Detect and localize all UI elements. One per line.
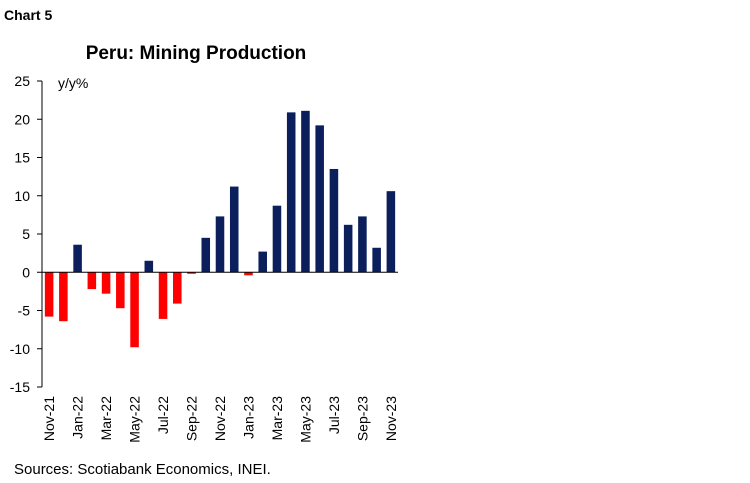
x-tick-label: Mar-22 (98, 396, 114, 441)
bar (329, 168, 339, 273)
y-tick-label: 15 (14, 150, 30, 166)
x-tick-label: Nov-22 (212, 396, 228, 441)
bar (59, 272, 68, 322)
y-tick-label: 0 (22, 264, 30, 280)
bar (244, 272, 253, 276)
x-tick-label: Sep-22 (184, 396, 200, 441)
x-tick-label: May-23 (297, 396, 313, 443)
bar (315, 125, 324, 273)
y-tick-label: -10 (10, 341, 30, 357)
x-tick-label: May-22 (127, 396, 143, 443)
bar (73, 244, 82, 273)
bar (201, 237, 211, 273)
y-tick-label: -5 (18, 303, 31, 319)
bar (272, 205, 282, 273)
bar (386, 191, 396, 273)
bar (87, 272, 97, 290)
bar (44, 272, 54, 317)
y-unit-label: y/y% (58, 75, 88, 91)
bar (173, 272, 182, 304)
bar (215, 216, 225, 273)
y-tick-label: 10 (14, 188, 30, 204)
chart-label: Chart 5 (4, 7, 52, 23)
bar (187, 272, 196, 274)
bar (229, 186, 239, 273)
source: Sources: Scotiabank Economics, INEI. (14, 461, 271, 478)
bar (130, 272, 139, 348)
bar (116, 272, 125, 309)
x-tick-label: Mar-23 (269, 396, 285, 441)
y-tick-label: 25 (14, 73, 30, 89)
bar (343, 224, 353, 273)
y-tick-label: -15 (10, 379, 30, 395)
bar (158, 272, 168, 319)
x-tick-label: Jul-22 (155, 396, 171, 434)
y-tick-label: 20 (14, 111, 30, 127)
bar (372, 247, 381, 273)
x-tick-label: Jul-23 (326, 396, 342, 434)
x-tick-label: Jan-23 (240, 396, 256, 439)
x-tick-label: Jan-22 (70, 396, 86, 439)
bar (301, 110, 310, 273)
y-tick-label: 5 (22, 226, 30, 242)
bar (144, 260, 154, 273)
bar (101, 272, 111, 294)
bar (358, 216, 367, 273)
chart-title: Peru: Mining Production (86, 43, 307, 64)
x-tick-label: Nov-21 (41, 396, 57, 441)
bar (286, 112, 296, 273)
x-tick-label: Sep-23 (354, 396, 370, 441)
bar (258, 251, 267, 273)
x-tick-label: Nov-23 (383, 396, 399, 441)
